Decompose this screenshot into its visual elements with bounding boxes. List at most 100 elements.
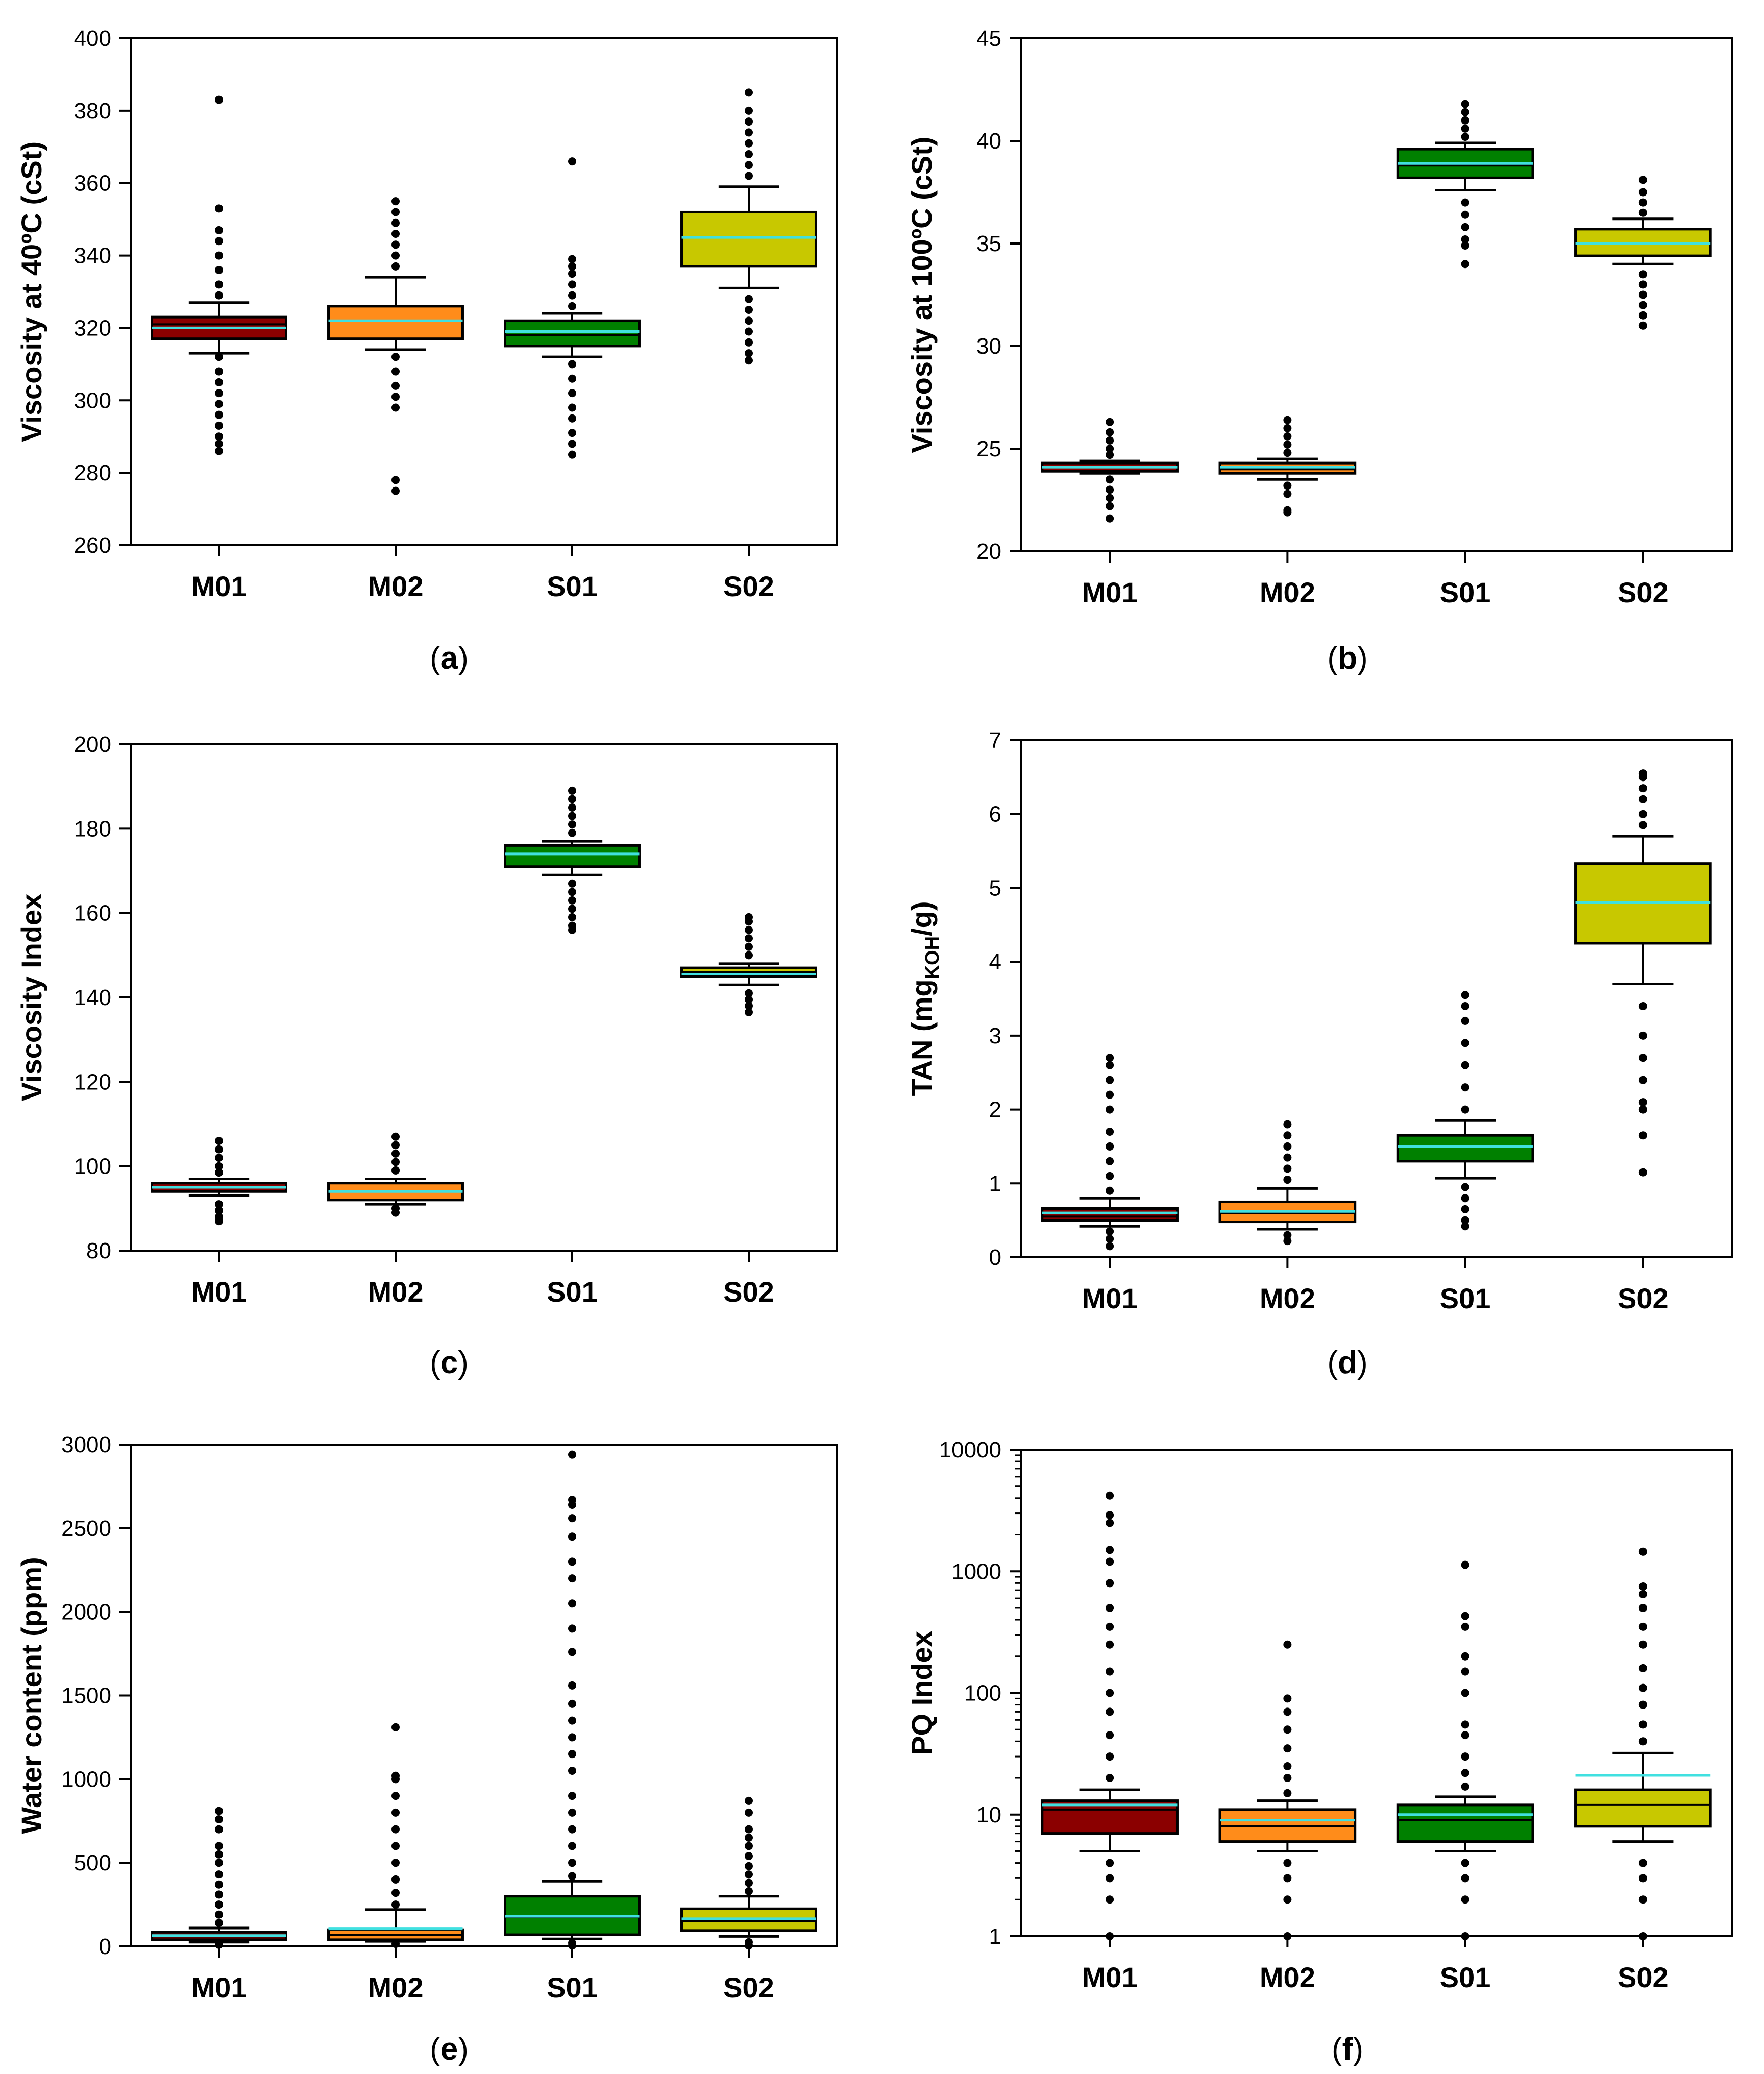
outlier-point <box>1461 108 1469 116</box>
box-body <box>1041 1207 1179 1222</box>
outlier-point <box>215 226 223 234</box>
outlier-point <box>1283 416 1292 424</box>
outlier-point <box>215 421 223 430</box>
outlier-point <box>745 349 753 358</box>
outlier-point <box>1106 1622 1114 1631</box>
outlier-point <box>745 356 753 365</box>
outlier-point <box>568 1808 576 1817</box>
outlier-point <box>1283 1142 1292 1151</box>
outlier-point <box>391 381 400 390</box>
outlier-point <box>568 1532 576 1541</box>
outlier-point <box>568 913 576 921</box>
outlier-point <box>1638 1664 1647 1672</box>
outlier-point <box>1461 1016 1469 1025</box>
outlier-point <box>215 353 223 361</box>
outlier-point <box>568 905 576 913</box>
outlier-point <box>215 1900 223 1909</box>
outlier-point <box>1461 1652 1469 1661</box>
x-tick-label: S01 <box>1440 576 1491 608</box>
y-tick-label: 7 <box>989 728 1001 753</box>
x-tick-label: M02 <box>368 1276 424 1308</box>
outlier-point <box>1461 1782 1469 1791</box>
panel-f: 1 10 100 1000 10000 M01 M02 S01 S02 PQ Index (f) <box>905 1437 1733 2067</box>
outlier-point <box>1461 223 1469 231</box>
outlier-point <box>1638 1168 1647 1177</box>
outlier-point <box>745 128 753 137</box>
x-tick-label: S02 <box>723 1276 774 1308</box>
box-M02 <box>1218 1120 1357 1246</box>
outlier-point <box>1283 1231 1292 1239</box>
outlier-point <box>568 262 576 271</box>
outlier-point <box>1461 1061 1469 1069</box>
outlier-point <box>1461 1183 1469 1191</box>
outlier-point <box>215 1145 223 1154</box>
outlier-point <box>1283 508 1292 517</box>
outlier-point <box>1283 1932 1292 1940</box>
outlier-point <box>391 393 400 401</box>
outlier-point <box>391 1808 400 1817</box>
outlier-point <box>1283 1895 1292 1904</box>
outlier-point <box>391 197 400 206</box>
outlier-point <box>1106 1895 1114 1904</box>
outlier-point <box>1638 1720 1647 1729</box>
outlier-point <box>1638 1683 1647 1692</box>
outlier-point <box>391 208 400 216</box>
outlier-point <box>745 1796 753 1805</box>
outlier-point <box>568 302 576 310</box>
outlier-point <box>1461 132 1469 141</box>
outlier-point <box>745 338 753 347</box>
outlier-point <box>1106 1061 1114 1069</box>
panel-c: 80 100 120 140 160 180 200 M01 M02 S01 S02 Viscosit… <box>15 732 838 1380</box>
outlier-point <box>568 374 576 383</box>
outlier-point <box>568 389 576 398</box>
outlier-point <box>1106 445 1114 453</box>
outlier-point <box>1461 198 1469 207</box>
outlier-point <box>391 1889 400 1897</box>
outlier-point <box>1461 210 1469 219</box>
outlier-point <box>745 172 753 180</box>
outlier-point <box>1461 1769 1469 1777</box>
outlier-point <box>215 1825 223 1834</box>
outlier-point <box>745 88 753 97</box>
outlier-point <box>1106 1076 1114 1084</box>
outlier-point <box>1106 1859 1114 1867</box>
outlier-point <box>568 1716 576 1725</box>
box-M02 <box>327 1723 464 1948</box>
box-M01 <box>151 1137 287 1226</box>
outlier-point <box>1106 1090 1114 1099</box>
outlier-point <box>568 828 576 837</box>
outlier-point <box>215 1206 223 1215</box>
outlier-point <box>1461 1720 1469 1729</box>
outlier-point <box>391 1900 400 1909</box>
outlier-point <box>568 1681 576 1690</box>
outlier-point <box>391 240 400 249</box>
outlier-point <box>745 150 753 158</box>
outlier-point <box>568 1750 576 1759</box>
outlier-point <box>1106 1546 1114 1554</box>
outlier-point <box>1283 1120 1292 1129</box>
y-tick-label: 1000 <box>61 1767 111 1792</box>
outlier-point <box>1638 280 1647 289</box>
outlier-point <box>1461 1731 1469 1740</box>
outlier-point <box>1106 1519 1114 1527</box>
outlier-point <box>1638 810 1647 818</box>
outlier-point <box>568 291 576 300</box>
x-tick-label: S01 <box>547 1971 598 2004</box>
box-M01 <box>1041 418 1179 523</box>
outlier-point <box>215 378 223 386</box>
outlier-point <box>1106 1689 1114 1697</box>
x-tick-label: M01 <box>191 570 247 602</box>
outlier-point <box>1106 1603 1114 1612</box>
outlier-point <box>1638 1098 1647 1107</box>
x-tick-label: M01 <box>1082 576 1138 608</box>
x-tick-label: S01 <box>547 1276 598 1308</box>
panel-a: 260 280 300 320 340 360 380 400 M01 M02 S01 S02 Visc… <box>15 26 838 676</box>
plot-frame <box>1020 37 1733 552</box>
outlier-point <box>391 1132 400 1141</box>
box-S01 <box>504 1450 641 1950</box>
y-axis-label: Viscosity Index <box>15 894 47 1102</box>
outlier-point <box>1283 1237 1292 1246</box>
outlier-point <box>1106 1157 1114 1165</box>
outlier-point <box>1283 1744 1292 1753</box>
outlier-point <box>568 1599 576 1608</box>
